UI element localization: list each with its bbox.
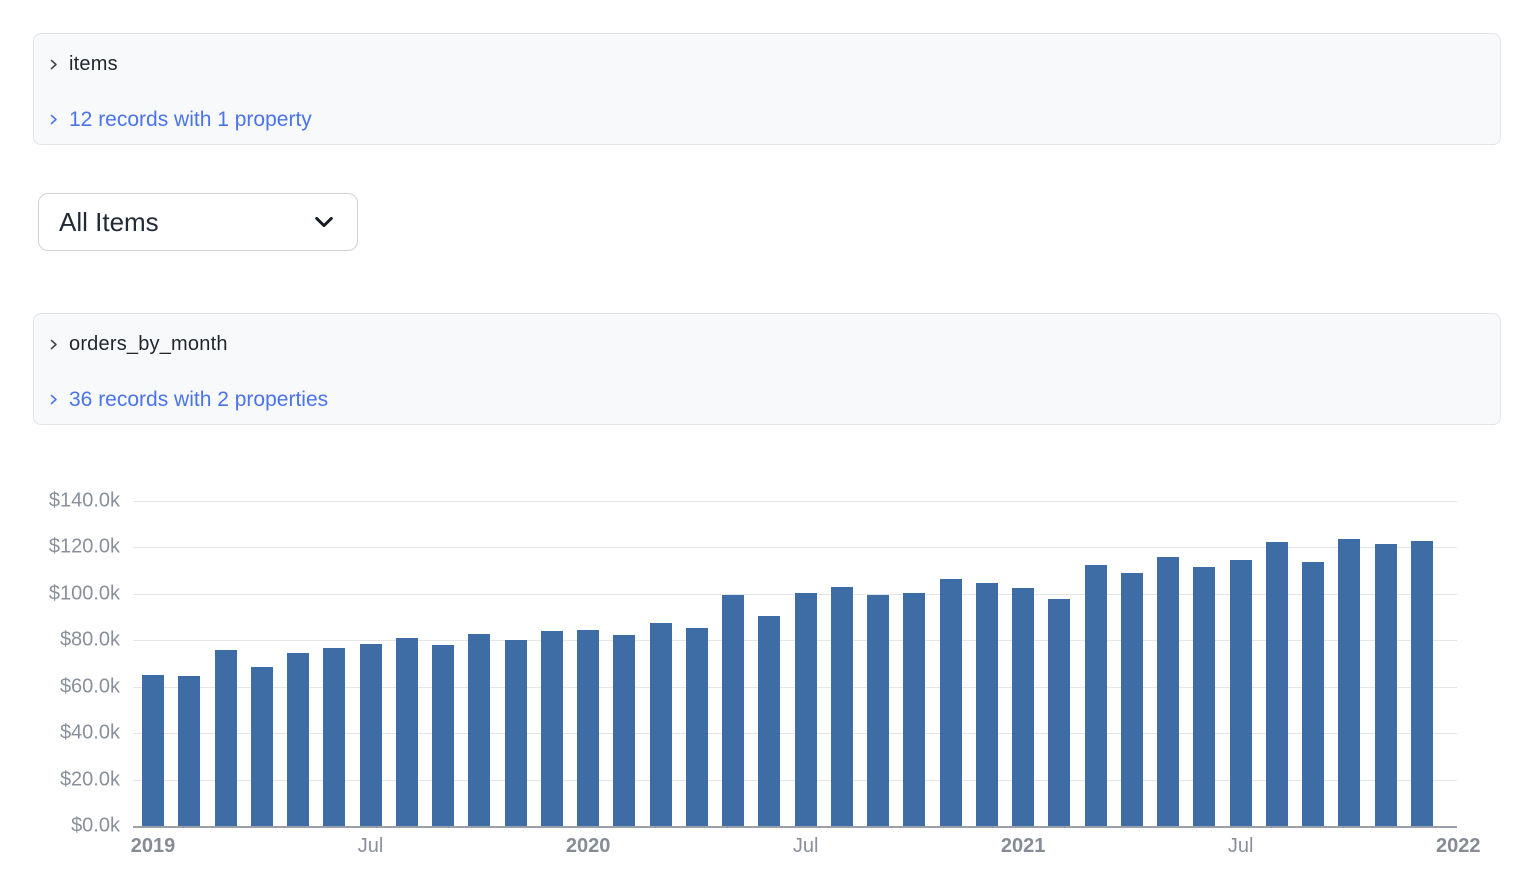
x-tick-label: 2022 [1436,835,1481,857]
chevron-right-icon [47,113,60,126]
chevron-right-icon [47,393,60,406]
x-tick-label: Jul [792,835,819,857]
bar-2021-05 [1157,557,1179,826]
chevron-right-icon [47,338,60,351]
chevron-down-icon [311,209,337,235]
bar-2020-07 [794,592,817,826]
gridline [133,547,1457,549]
page-content: items 12 records with 1 property All Ite… [33,33,1501,869]
bar-2020-10 [903,592,926,826]
item-filter-value: All Items [59,206,159,237]
bar-2021-12 [1410,541,1433,826]
x-tick-label: 2020 [565,835,611,857]
bar-2020-06 [758,615,781,826]
bar-2020-03 [649,622,672,826]
bars-group [142,501,1433,826]
bar-2021-01 [1012,587,1034,826]
bar-2019-02 [178,676,201,826]
orders-panel-title: orders_by_month [69,333,228,355]
bar-2019-08 [395,637,418,826]
y-tick-label: $120.0k [48,535,120,558]
orders-records-label: 36 records with 2 properties [69,387,329,411]
bar-2021-10 [1338,539,1361,826]
x-tick-label: Jul [1227,835,1254,857]
y-tick-label: $60.0k [59,675,120,698]
bar-2021-11 [1374,544,1397,826]
x-tick-label: 2021 [1000,835,1046,857]
bar-2021-04 [1120,573,1143,826]
bar-2020-05 [722,594,744,826]
bar-2019-12 [540,630,563,826]
panel-items: items 12 records with 1 property [33,33,1501,145]
bar-2019-01 [142,674,164,826]
bar-2020-11 [939,579,962,826]
orders-records-link[interactable]: 36 records with 2 properties [47,386,1487,413]
x-axis: 2019 Jul 2020 Jul 2021 Jul 2022 [130,835,1481,869]
bar-2020-08 [830,586,853,826]
item-filter-select[interactable]: All Items [38,193,358,251]
plot-area: $0.0k $20.0k $40.0k $60.0k $80.0k $100.0k $120… [49,490,1457,837]
y-tick-label: $20.0k [59,768,120,791]
bar-2019-11 [504,639,527,826]
gridline [133,501,1457,502]
items-records-label: 12 records with 1 property [69,107,312,131]
bar-2019-06 [323,647,346,826]
y-tick-label: $80.0k [59,628,120,651]
y-tick-label: $140.0k [48,489,120,512]
x-tick-label: Jul [357,835,384,857]
bar-2021-03 [1084,565,1107,826]
bar-2020-09 [867,595,889,826]
bar-2020-12 [975,583,998,826]
bar-2019-05 [287,652,309,826]
bar-2021-08 [1265,541,1288,826]
bar-2020-02 [613,635,636,826]
bar-2021-02 [1048,598,1071,826]
bar-2020-04 [685,627,708,826]
bar-2019-03 [214,650,237,826]
items-title-row[interactable]: items [47,51,1487,78]
y-tick-label: $0.0k [71,814,120,837]
bar-2019-10 [468,634,491,826]
bar-2021-06 [1193,567,1216,826]
bar-2020-01 [577,629,599,826]
y-tick-label: $40.0k [59,721,120,744]
bar-2021-07 [1229,559,1252,826]
orders-title-row[interactable]: orders_by_month [47,331,1487,358]
orders-by-month-bar-chart: $0.0k $20.0k $40.0k $60.0k $80.0k $100.0k $120… [33,490,1501,869]
items-panel-title: items [69,53,118,75]
bar-2019-04 [250,667,273,826]
bar-2019-09 [432,644,454,826]
chevron-right-icon [47,58,60,71]
x-tick-label: 2019 [130,835,176,857]
items-records-link[interactable]: 12 records with 1 property [47,106,1487,133]
bar-2019-07 [359,643,382,826]
y-tick-label: $100.0k [48,582,120,605]
bar-2021-09 [1302,561,1324,826]
panel-orders-by-month: orders_by_month 36 records with 2 proper… [33,313,1501,425]
